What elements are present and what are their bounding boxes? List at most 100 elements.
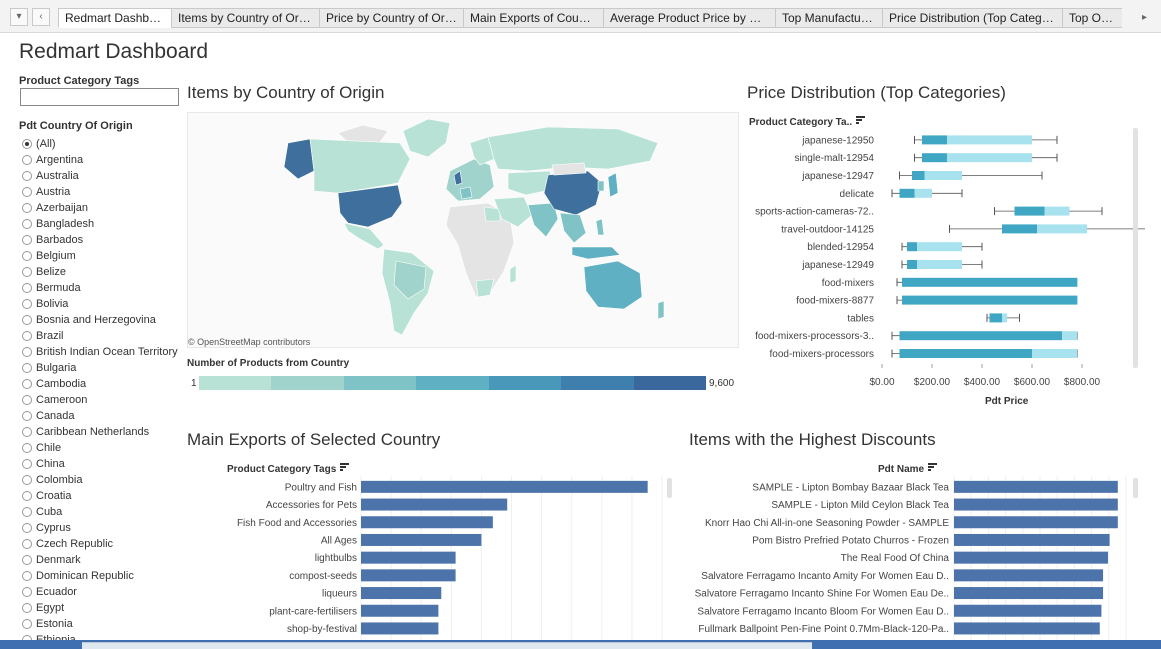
price-box-lower[interactable] [912,171,925,180]
sheet-tab-2[interactable]: Items by Country of Origin [171,8,319,28]
price-box-lower[interactable] [1014,206,1045,216]
bar[interactable] [954,516,1118,529]
country-option[interactable]: Azerbaijan [22,200,182,216]
bar[interactable] [361,587,442,600]
sort-icon[interactable] [856,116,866,124]
discount-chart-scrollbar[interactable] [1133,478,1138,498]
radio-icon[interactable] [22,379,32,389]
price-box-upper[interactable] [917,242,962,252]
radio-icon[interactable] [22,411,32,421]
bar[interactable] [361,604,439,617]
country-option[interactable]: Canada [22,408,182,424]
country-option[interactable]: Austria [22,184,182,200]
category-tags-input[interactable] [20,88,179,106]
price-box-lower[interactable] [922,135,947,145]
radio-icon[interactable] [22,363,32,373]
country-option[interactable]: (All) [22,136,182,152]
sheet-tab-7[interactable]: Price Distribution (Top Categor... [882,8,1062,28]
price-box-upper[interactable] [1077,277,1078,287]
price-chart-column-header[interactable]: Product Category Ta.. [749,116,866,128]
bar[interactable] [954,622,1100,635]
price-box-upper[interactable] [1044,206,1070,216]
radio-icon[interactable] [22,603,32,613]
price-box-lower[interactable] [907,242,917,252]
country-option[interactable]: Cuba [22,504,182,520]
radio-icon[interactable] [22,267,32,277]
country-option[interactable]: British Indian Ocean Territory [22,344,182,360]
radio-icon[interactable] [22,315,32,325]
country-option[interactable]: Dominican Republic [22,568,182,584]
exports-chart-scrollbar[interactable] [667,478,672,498]
price-box-lower[interactable] [902,295,1077,305]
sort-icon[interactable] [340,463,350,471]
country-option[interactable]: Bosnia and Herzegovina [22,312,182,328]
sheet-tab-1[interactable]: Redmart Dashboard [58,8,171,28]
bar[interactable] [361,516,493,529]
price-box-lower[interactable] [1002,224,1037,234]
country-option[interactable]: China [22,456,182,472]
country-option[interactable]: Cyprus [22,520,182,536]
radio-icon[interactable] [22,507,32,517]
radio-icon[interactable] [22,587,32,597]
sort-icon[interactable] [928,463,938,471]
sheet-tab-4[interactable]: Main Exports of Countries [463,8,603,28]
country-option[interactable]: Estonia [22,616,182,632]
bar[interactable] [954,551,1108,564]
radio-icon[interactable] [22,139,32,149]
price-box-lower[interactable] [899,349,1033,358]
radio-icon[interactable] [22,443,32,453]
country-option[interactable]: Barbados [22,232,182,248]
country-option[interactable]: Bermuda [22,280,182,296]
country-option[interactable]: Egypt [22,600,182,616]
radio-icon[interactable] [22,555,32,565]
country-option[interactable]: Cameroon [22,392,182,408]
radio-icon[interactable] [22,251,32,261]
bar[interactable] [954,498,1118,511]
country-option[interactable]: Belgium [22,248,182,264]
exports-chart-column-header[interactable]: Product Category Tags [227,463,350,475]
horizontal-scrollbar[interactable] [82,642,812,649]
price-box-upper[interactable] [947,153,1032,163]
bar[interactable] [361,533,482,546]
radio-icon[interactable] [22,475,32,485]
tab-menu-icon[interactable]: ▾ [10,8,28,26]
price-box-lower[interactable] [899,188,915,198]
country-option[interactable]: Colombia [22,472,182,488]
tab-scroll-right-icon[interactable]: ▸ [1142,12,1148,23]
price-box-upper[interactable] [1062,331,1077,341]
price-box-upper[interactable] [1002,313,1007,323]
price-box-upper[interactable] [1077,295,1078,305]
country-option[interactable]: Denmark [22,552,182,568]
sheet-tab-5[interactable]: Average Product Price by Coun... [603,8,775,28]
bar[interactable] [954,533,1110,546]
radio-icon[interactable] [22,523,32,533]
bar[interactable] [954,587,1104,600]
country-option[interactable]: Belize [22,264,182,280]
bar[interactable] [954,569,1104,582]
radio-icon[interactable] [22,427,32,437]
country-option[interactable]: Croatia [22,488,182,504]
radio-icon[interactable] [22,283,32,293]
radio-icon[interactable] [22,571,32,581]
price-chart-scrollbar[interactable] [1133,128,1138,368]
radio-icon[interactable] [22,235,32,245]
country-option[interactable]: Caribbean Netherlands [22,424,182,440]
price-box-lower[interactable] [989,313,1003,323]
country-option[interactable]: Bolivia [22,296,182,312]
country-option[interactable]: Bangladesh [22,216,182,232]
radio-icon[interactable] [22,299,32,309]
bar[interactable] [954,480,1118,493]
price-box-lower[interactable] [922,153,947,163]
price-box-upper[interactable] [1032,349,1077,358]
radio-icon[interactable] [22,395,32,405]
country-option[interactable]: Brazil [22,328,182,344]
bar[interactable] [361,622,439,635]
radio-icon[interactable] [22,155,32,165]
price-box-upper[interactable] [924,171,963,180]
world-map[interactable] [187,112,739,348]
price-box-upper[interactable] [947,135,1032,145]
bar[interactable] [361,480,648,493]
sheet-tab-3[interactable]: Price by Country of Origin [319,8,463,28]
country-option[interactable]: Argentina [22,152,182,168]
discount-chart-column-header[interactable]: Pdt Name [878,463,938,475]
